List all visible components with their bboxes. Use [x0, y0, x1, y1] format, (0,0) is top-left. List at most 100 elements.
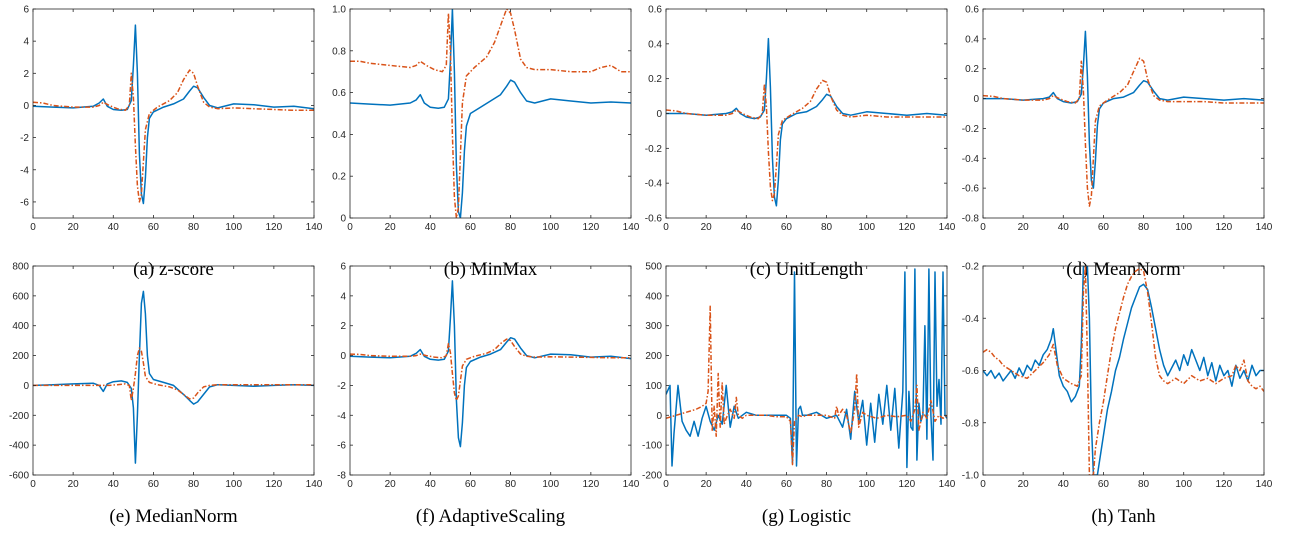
x-tick-label: 0 [663, 222, 669, 233]
x-tick-label: 80 [1138, 222, 1150, 233]
y-tick-label: -1.0 [962, 471, 980, 482]
x-tick-label: 20 [385, 479, 397, 490]
y-tick-label: 0 [656, 109, 662, 120]
y-tick-label: 0.6 [965, 5, 979, 16]
y-tick-label: 200 [645, 351, 662, 362]
subplot-caption: (d) MeanNorm [1066, 259, 1181, 280]
series-line-1 [350, 280, 631, 448]
y-tick-label: -600 [9, 471, 29, 482]
x-tick-label: 0 [30, 222, 36, 233]
x-tick-label: 140 [939, 222, 956, 233]
x-tick-label: 120 [583, 222, 600, 233]
x-tick-label: 140 [1256, 479, 1273, 490]
x-tick-label: 140 [1256, 222, 1273, 233]
y-tick-label: -6 [337, 441, 346, 452]
y-tick-label: 0 [23, 101, 29, 112]
y-tick-label: 400 [12, 321, 29, 332]
x-tick-label: 60 [1098, 479, 1110, 490]
y-tick-label: 6 [23, 5, 29, 16]
y-tick-label: -4 [337, 411, 346, 422]
subplot-caption: (f) AdaptiveScaling [416, 506, 566, 527]
x-tick-label: 60 [148, 479, 160, 490]
y-tick-label: 6 [340, 262, 346, 273]
y-tick-label: -200 [642, 471, 662, 482]
series-line-2 [350, 338, 631, 402]
x-tick-label: 80 [821, 222, 833, 233]
x-tick-label: 20 [1018, 222, 1030, 233]
series-line-1 [666, 37, 947, 207]
y-tick-label: -0.2 [645, 144, 663, 155]
subplot-caption: (e) MedianNorm [109, 506, 237, 527]
subplot-caption: (g) Logistic [762, 506, 851, 527]
axes-box [665, 8, 948, 219]
y-tick-label: -100 [642, 441, 662, 452]
x-tick-label: 120 [899, 479, 916, 490]
y-tick-label: 0.6 [648, 5, 662, 16]
x-tick-label: 100 [542, 222, 559, 233]
y-tick-label: -400 [9, 441, 29, 452]
series-line-2 [350, 9, 631, 218]
x-tick-label: 20 [701, 479, 713, 490]
x-tick-label: 80 [505, 222, 517, 233]
y-tick-label: -0.6 [645, 214, 663, 225]
subplot-6: 0 20 40 60 80 100 120 140 -8 -6 -4 -2 0 2 4 6 (f) Adapti… [337, 262, 640, 528]
x-tick-label: 0 [663, 479, 669, 490]
x-tick-label: 120 [1216, 479, 1233, 490]
x-tick-label: 80 [188, 222, 200, 233]
x-tick-label: 0 [980, 479, 986, 490]
axes-box [32, 8, 315, 219]
subplot-3: 0 20 40 60 80 100 120 140 -0.6 -0.4 -0.2 0 0.2 0.4 0.6… [645, 5, 956, 281]
y-tick-label: -0.6 [962, 366, 980, 377]
subplot-caption: (c) UnitLength [750, 259, 864, 280]
series-line-1 [33, 290, 314, 464]
axes-box [349, 265, 632, 476]
series-line-2 [983, 266, 1264, 475]
x-tick-label: 80 [821, 479, 833, 490]
y-tick-label: -0.6 [962, 184, 980, 195]
x-tick-label: 40 [108, 479, 120, 490]
y-tick-label: 500 [645, 262, 662, 273]
axes-box [982, 8, 1265, 219]
y-tick-label: 0.4 [332, 130, 346, 141]
y-tick-label: -2 [20, 133, 29, 144]
series-line-2 [33, 69, 314, 203]
y-tick-label: -0.2 [962, 124, 980, 135]
y-tick-label: 0.2 [965, 64, 979, 75]
x-tick-label: 100 [1175, 222, 1192, 233]
y-tick-label: 0 [973, 94, 979, 105]
series-line-1 [350, 9, 631, 218]
x-tick-label: 80 [505, 479, 517, 490]
y-tick-label: -200 [9, 411, 29, 422]
subplot-2: 0 20 40 60 80 100 120 140 0 0.2 0.4 0.6 0.8 1.0 (b) Mi… [332, 5, 640, 281]
x-tick-label: 120 [266, 479, 283, 490]
y-tick-label: -0.2 [962, 262, 980, 273]
subplot-caption: (h) Tanh [1091, 506, 1156, 527]
y-tick-label: 0.4 [965, 34, 979, 45]
axes-box [349, 8, 632, 219]
x-tick-label: 100 [542, 479, 559, 490]
x-tick-label: 140 [939, 479, 956, 490]
y-tick-label: 0.6 [332, 88, 346, 99]
y-tick-label: 600 [12, 291, 29, 302]
axes-box [32, 265, 315, 476]
x-tick-label: 120 [1216, 222, 1233, 233]
y-tick-label: -8 [337, 471, 346, 482]
x-tick-label: 140 [306, 222, 323, 233]
x-tick-label: 60 [148, 222, 160, 233]
x-tick-label: 60 [465, 222, 477, 233]
y-tick-label: 0.4 [648, 39, 662, 50]
x-tick-label: 100 [225, 222, 242, 233]
subplot-caption: (b) MinMax [444, 259, 538, 280]
x-tick-label: 40 [741, 222, 753, 233]
x-tick-label: 20 [68, 222, 80, 233]
y-tick-label: 800 [12, 262, 29, 273]
y-tick-label: 0.2 [332, 172, 346, 183]
y-tick-label: -0.8 [962, 214, 980, 225]
y-tick-label: 200 [12, 351, 29, 362]
x-tick-label: 0 [347, 479, 353, 490]
x-tick-label: 140 [623, 479, 640, 490]
x-tick-label: 20 [385, 222, 397, 233]
x-tick-label: 120 [583, 479, 600, 490]
x-tick-label: 140 [623, 222, 640, 233]
